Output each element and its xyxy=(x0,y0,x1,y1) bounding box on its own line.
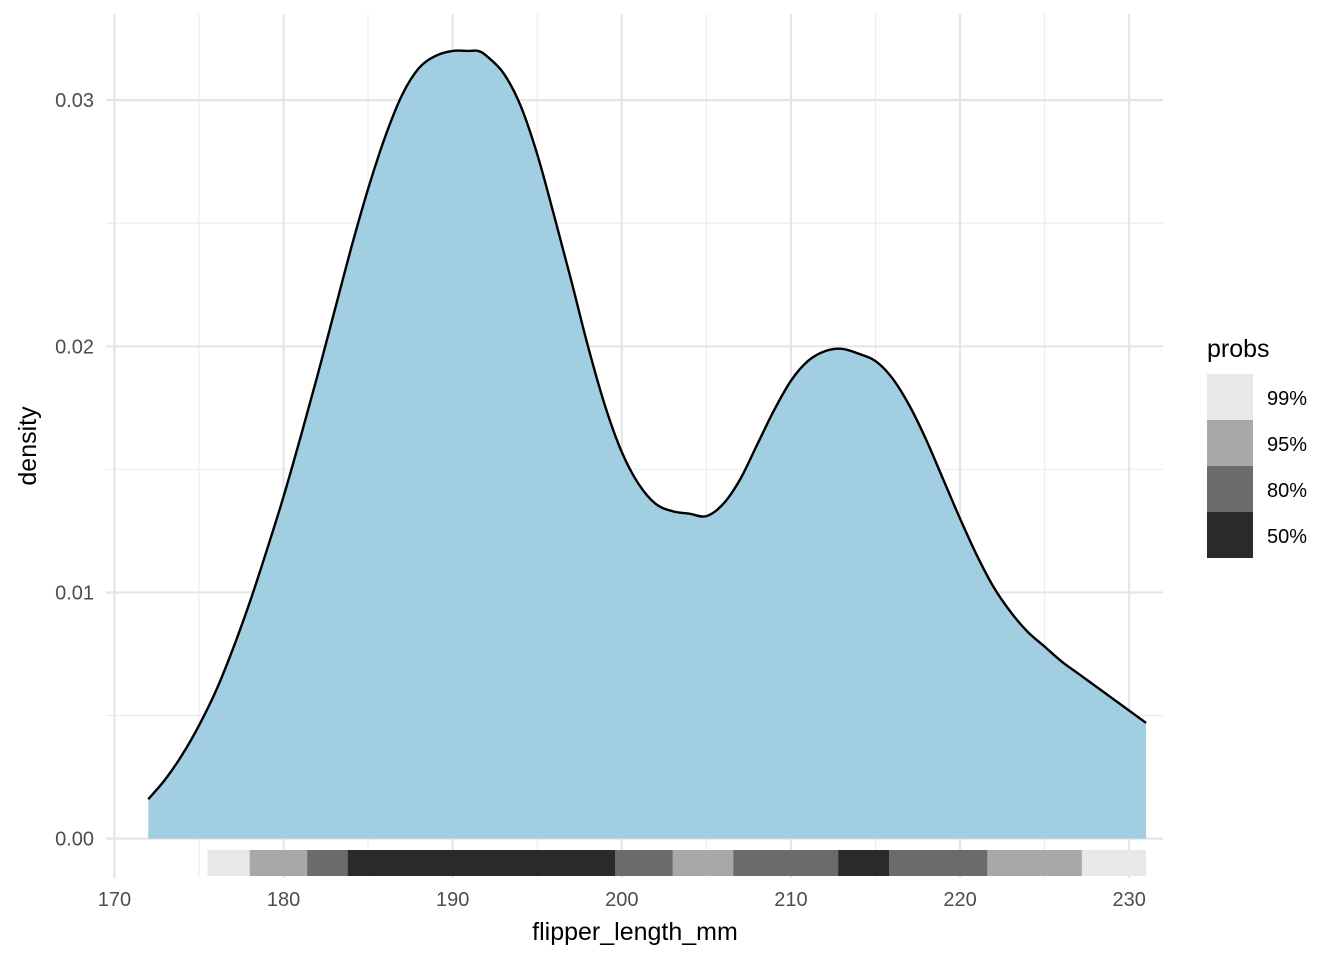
legend-label: 50% xyxy=(1267,526,1307,548)
legend-key-50pct xyxy=(1207,512,1253,558)
legend-label: 95% xyxy=(1267,434,1307,456)
interval-segment-50pct xyxy=(347,850,616,876)
x-tick-label: 180 xyxy=(267,889,300,911)
legend-key-99pct xyxy=(1207,374,1253,420)
y-axis-title: density xyxy=(14,406,42,486)
density-curve-line xyxy=(147,49,1147,801)
x-tick-label: 220 xyxy=(943,889,976,911)
density-area xyxy=(148,50,1147,839)
x-axis-title: flipper_length_mm xyxy=(532,918,738,946)
interval-segment-80pct xyxy=(615,850,673,876)
y-tick-label: 0.00 xyxy=(55,829,94,851)
x-tick-label: 200 xyxy=(605,889,638,911)
legend-key-95pct xyxy=(1207,420,1253,466)
x-tick-label: 190 xyxy=(436,889,469,911)
legend-title: probs xyxy=(1207,335,1270,363)
legend-key-80pct xyxy=(1207,466,1253,512)
legend: probs 99% 95% 80% 50% xyxy=(1207,335,1307,558)
x-tick-label: 210 xyxy=(774,889,807,911)
interval-segment-95pct xyxy=(672,850,734,876)
x-tick-label: 170 xyxy=(98,889,131,911)
interval-segment-50pct xyxy=(838,850,890,876)
y-tick-label: 0.01 xyxy=(55,582,94,604)
interval-bar xyxy=(207,850,1147,876)
legend-label: 80% xyxy=(1267,480,1307,502)
density-area-layer xyxy=(147,49,1147,839)
y-tick-label: 0.03 xyxy=(55,90,94,112)
legend-label: 99% xyxy=(1267,388,1307,410)
y-axis-tick-labels: 0.00 0.01 0.02 0.03 xyxy=(55,90,94,850)
y-tick-label: 0.02 xyxy=(55,336,94,358)
x-axis-tick-labels: 170 180 190 200 210 220 230 xyxy=(98,889,1146,911)
interval-segment-80pct xyxy=(733,850,839,876)
interval-segment-80pct xyxy=(889,850,988,876)
x-tick-label: 230 xyxy=(1112,889,1145,911)
